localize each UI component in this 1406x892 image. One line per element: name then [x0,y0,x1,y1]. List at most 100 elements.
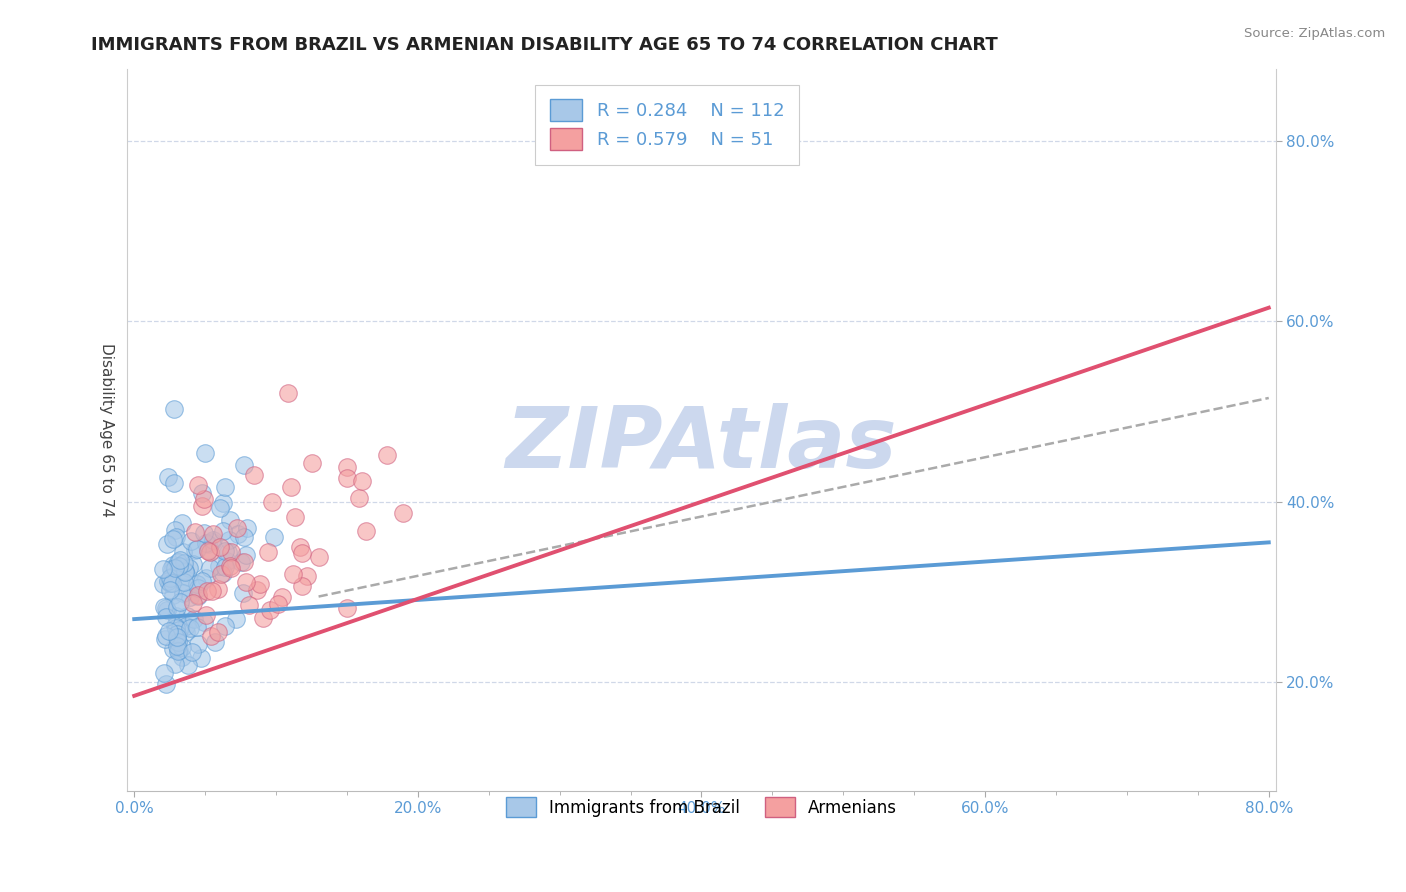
Point [159,571,181,585]
Point [217,554,239,568]
Point [209,567,232,582]
Text: ZIPAtlas: ZIPAtlas [506,402,897,485]
Point [291,546,314,560]
Point [159,583,181,598]
Point [291,579,314,593]
Point [186,542,208,557]
Point [283,567,305,582]
Point [270,590,292,604]
Point [349,491,371,506]
Point [207,625,229,640]
Point [167,555,190,569]
Point [226,527,249,541]
Point [183,611,205,625]
Point [181,645,204,659]
Point [259,603,281,617]
Point [162,532,184,546]
Point [208,558,231,573]
Point [174,619,197,633]
Point [162,641,184,656]
Point [169,595,191,609]
Point [221,545,243,559]
Point [187,588,209,602]
Point [155,609,177,624]
Point [173,564,195,578]
Point [214,560,236,574]
Point [202,533,225,548]
Point [200,534,222,549]
Point [295,569,318,583]
Point [176,608,198,623]
Point [231,555,253,569]
Point [198,544,221,558]
Point [165,561,187,575]
Point [156,536,179,550]
Point [243,467,266,482]
Point [153,599,176,614]
Point [219,559,242,574]
Point [174,565,197,579]
Point [172,649,194,664]
Point [157,470,180,484]
Point [160,576,183,591]
Point [267,597,290,611]
Point [211,524,233,538]
Point [193,525,215,540]
Point [336,471,359,485]
Point [195,607,218,622]
Point [166,630,188,644]
Point [190,499,212,513]
Point [155,629,177,643]
Point [187,637,209,651]
Point [212,496,235,510]
Point [179,621,201,635]
Point [238,598,260,612]
Point [159,576,181,591]
Point [162,475,184,490]
Point [197,537,219,551]
Point [195,536,218,550]
Point [202,527,225,541]
Point [236,521,259,535]
Point [169,559,191,574]
Point [160,570,183,584]
Point [165,621,187,635]
Point [179,590,201,604]
Point [172,586,194,600]
Point [232,586,254,600]
Point [172,545,194,559]
Point [252,611,274,625]
Point [209,501,232,516]
Point [169,552,191,566]
Point [184,524,207,539]
Point [235,574,257,589]
Point [190,650,212,665]
Point [249,577,271,591]
Point [214,544,236,558]
Point [155,601,177,615]
Point [160,564,183,578]
Point [186,577,208,591]
Point [165,619,187,633]
Point [165,657,187,672]
Point [263,530,285,544]
Point [184,543,207,558]
Point [173,556,195,570]
Point [233,458,256,473]
Point [177,570,200,584]
Point [256,544,278,558]
Point [166,627,188,641]
Point [166,599,188,614]
Point [200,629,222,643]
Point [177,657,200,672]
Point [159,624,181,638]
Point [208,540,231,554]
Point [181,557,204,571]
Text: Source: ZipAtlas.com: Source: ZipAtlas.com [1244,27,1385,40]
Point [173,580,195,594]
Point [166,631,188,645]
Point [204,635,226,649]
Point [193,615,215,629]
Point [375,448,398,462]
Point [308,549,330,564]
